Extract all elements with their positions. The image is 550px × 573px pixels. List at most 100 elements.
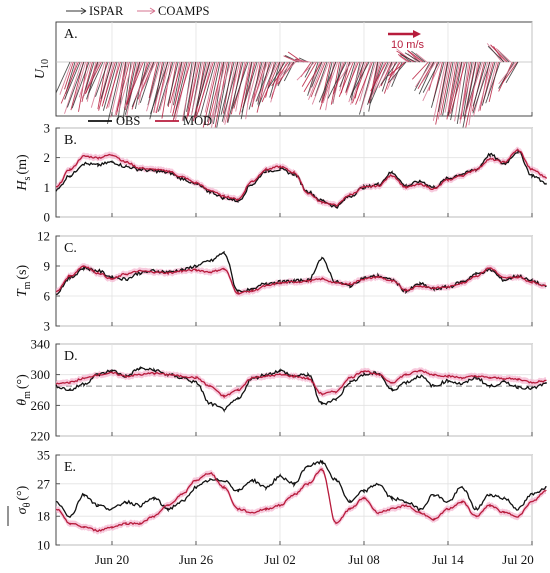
wind-vector bbox=[126, 61, 144, 105]
wind-vector bbox=[84, 61, 102, 95]
legend-coamps: COAMPS bbox=[158, 4, 209, 18]
wind-vector bbox=[59, 61, 73, 95]
wind-vector bbox=[71, 61, 90, 109]
wind-vector bbox=[463, 61, 476, 119]
wind-vector bbox=[172, 61, 191, 122]
wind-vector bbox=[190, 61, 204, 116]
wind-vector bbox=[422, 61, 440, 93]
wind-vector bbox=[250, 61, 265, 103]
wind-vector bbox=[498, 61, 515, 89]
y-tick-label: 340 bbox=[31, 337, 51, 352]
wind-vector bbox=[114, 61, 129, 117]
wind-vector bbox=[116, 61, 130, 113]
wind-vector bbox=[148, 61, 158, 99]
wind-vector bbox=[66, 61, 85, 108]
wind-vector bbox=[399, 55, 408, 63]
legend-ispar: ISPAR bbox=[89, 4, 124, 18]
wind-vector bbox=[202, 61, 219, 129]
wind-vector bbox=[293, 59, 306, 63]
wind-vector bbox=[337, 61, 353, 82]
wind-vector bbox=[64, 61, 83, 114]
y-axis-label: U10 bbox=[33, 59, 51, 79]
wind-vector bbox=[102, 61, 118, 111]
panel-label: D. bbox=[64, 349, 78, 364]
wind-vector bbox=[90, 61, 106, 108]
panel-label: E. bbox=[64, 460, 76, 475]
wind-vector bbox=[210, 61, 223, 130]
wind-vector bbox=[150, 61, 169, 115]
wind-vector bbox=[437, 61, 451, 120]
wind-vector bbox=[196, 61, 214, 117]
wind-vector bbox=[314, 61, 328, 97]
wind-vector bbox=[442, 61, 454, 116]
wind-vector bbox=[193, 61, 207, 119]
wind-vector bbox=[387, 61, 406, 77]
wind-vector bbox=[468, 61, 479, 126]
y-tick-label: 220 bbox=[31, 429, 51, 444]
y-tick-label: 6 bbox=[44, 289, 51, 304]
wind-vector bbox=[247, 61, 260, 105]
wind-vector bbox=[422, 61, 442, 102]
wind-vector bbox=[418, 61, 435, 95]
wind-vector bbox=[227, 61, 244, 123]
wind-vector bbox=[232, 61, 249, 109]
obs-series bbox=[55, 365, 547, 413]
legend-ispar-arrowhead bbox=[80, 7, 87, 15]
wind-vector bbox=[456, 61, 468, 125]
wind-vector bbox=[464, 61, 484, 115]
wind-vector bbox=[351, 61, 370, 95]
wind-vector bbox=[487, 61, 498, 96]
wind-vector bbox=[477, 61, 493, 112]
wind-vector bbox=[495, 48, 512, 63]
wind-vector bbox=[462, 61, 477, 128]
wind-vector bbox=[435, 61, 448, 125]
wind-vector bbox=[239, 61, 252, 115]
y-axis-label: σθ(°) bbox=[15, 485, 33, 514]
wind-vector bbox=[450, 61, 466, 114]
wind-vector bbox=[318, 61, 337, 103]
wind-vector bbox=[123, 61, 143, 109]
wind-vector bbox=[415, 61, 433, 88]
wind-vector bbox=[388, 61, 407, 84]
wind-vector bbox=[81, 61, 101, 99]
mod-band bbox=[56, 465, 546, 535]
x-tick-label: Jul 08 bbox=[348, 552, 379, 567]
x-tick-label: Jun 20 bbox=[95, 552, 129, 567]
wind-vector bbox=[72, 61, 87, 106]
y-tick-label: 1 bbox=[44, 180, 51, 195]
mod-series bbox=[55, 148, 547, 207]
wind-vector bbox=[359, 61, 372, 102]
wind-vector bbox=[95, 61, 109, 97]
wind-vector bbox=[171, 61, 186, 116]
wind-vector bbox=[448, 61, 461, 111]
wind-vector bbox=[415, 52, 428, 63]
wind-vector bbox=[224, 61, 241, 125]
wind-vector bbox=[487, 45, 505, 63]
wind-vector bbox=[498, 61, 517, 85]
wind-vector bbox=[60, 61, 79, 104]
wind-vector bbox=[440, 61, 452, 116]
wind-vector bbox=[406, 49, 424, 63]
wind-vector bbox=[338, 61, 354, 97]
wind-vector bbox=[147, 61, 160, 106]
panel-d: 220 260 300 340 D. θm(°) bbox=[15, 337, 547, 444]
wind-vector bbox=[301, 61, 317, 87]
obs-series bbox=[55, 250, 547, 296]
panel-a: 10 m/s ISPAR COAMPS A. U10 bbox=[33, 4, 533, 130]
wind-vector bbox=[172, 61, 183, 106]
panel-label: C. bbox=[64, 241, 77, 256]
wind-vector bbox=[472, 61, 491, 114]
wind-vector bbox=[101, 61, 116, 107]
wind-vector bbox=[167, 61, 179, 106]
wind-vector bbox=[138, 61, 157, 98]
wind-vector bbox=[446, 61, 457, 120]
wind-vector bbox=[255, 61, 272, 102]
wind-vector bbox=[430, 61, 445, 108]
wind-vector bbox=[322, 61, 333, 102]
wind-vector bbox=[501, 61, 518, 84]
legend-obs: OBS bbox=[116, 114, 140, 128]
x-tick-label: Jun 26 bbox=[179, 552, 214, 567]
y-tick-label: 12 bbox=[37, 229, 50, 244]
panel-label: A. bbox=[64, 27, 78, 42]
